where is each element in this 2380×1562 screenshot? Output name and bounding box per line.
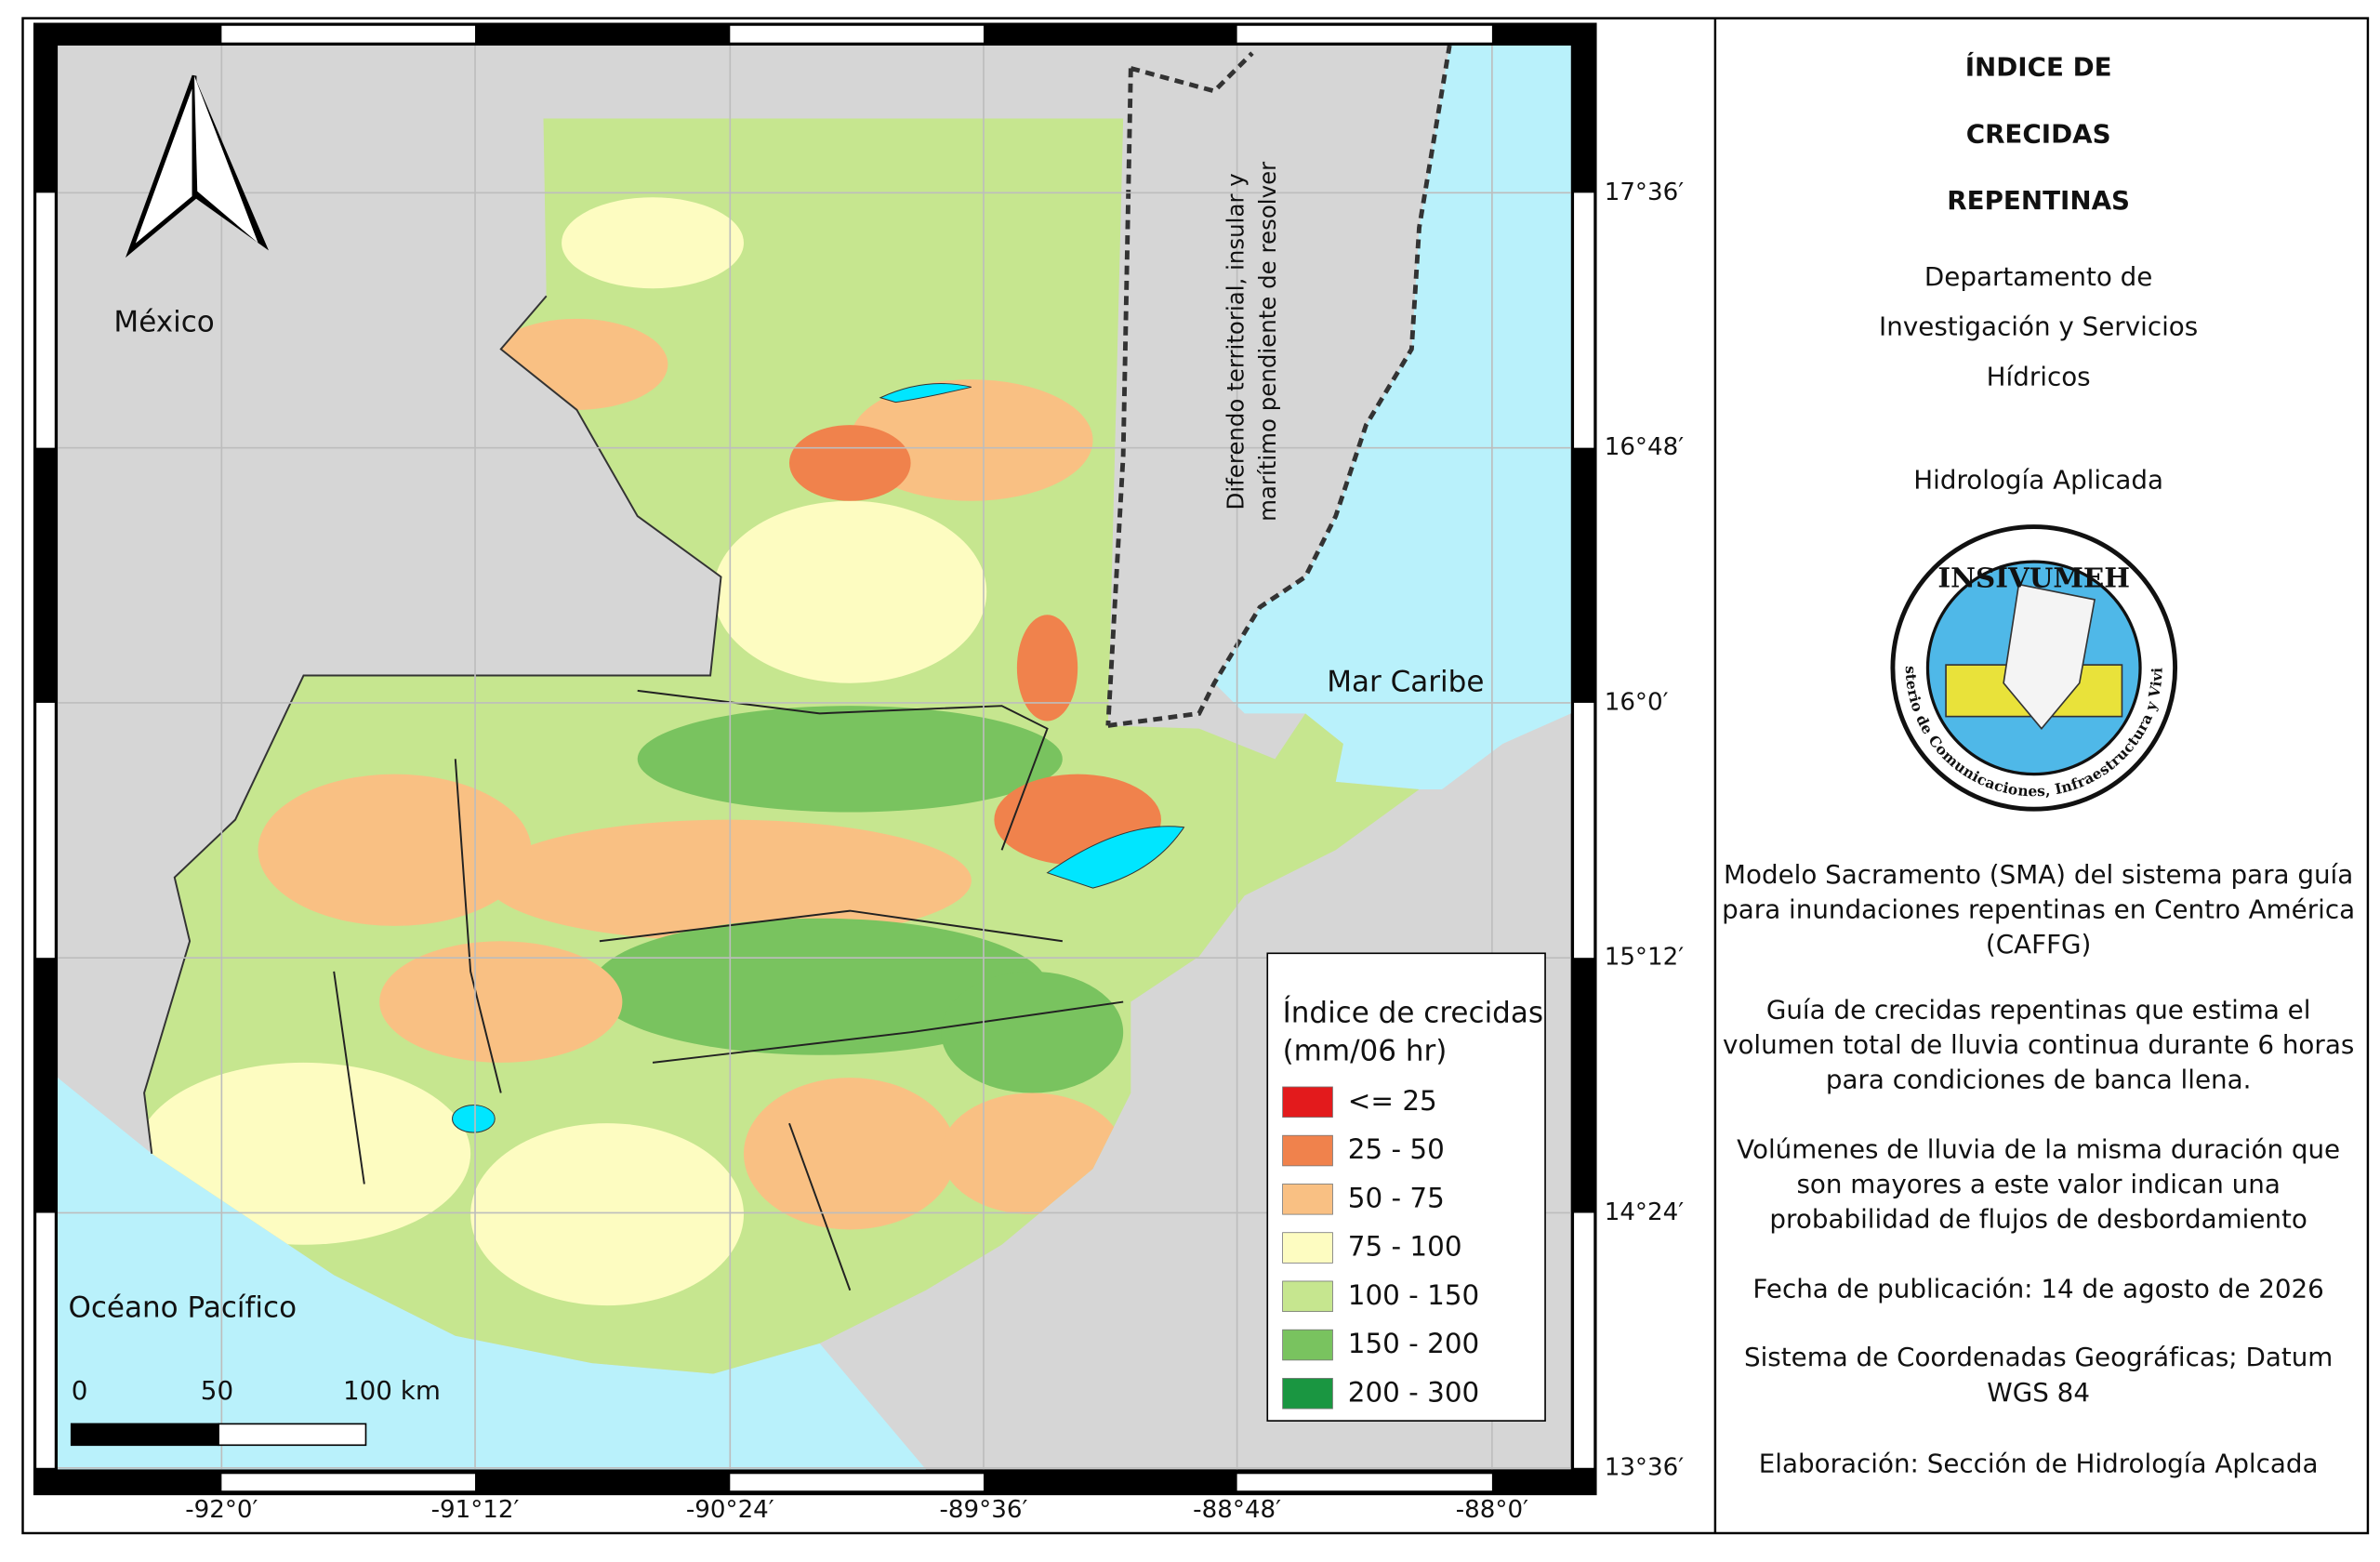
panel-paragraph: probabilidad de flujos de desbordamiento: [1769, 1204, 2307, 1235]
longitude-label: -90°24′: [686, 1496, 774, 1524]
frame-segment: [730, 1474, 984, 1491]
latitude-label: 16°0′: [1605, 688, 1669, 716]
place-label: México: [113, 306, 214, 339]
frame-segment: [1574, 1212, 1594, 1468]
frame-segment: [36, 702, 55, 959]
longitude-label: -92°0′: [185, 1496, 258, 1524]
frame-segment: [36, 1212, 55, 1468]
latitude-label: 13°36′: [1605, 1453, 1685, 1481]
lake-atitlan: [452, 1105, 496, 1133]
frame-segment: [1236, 1474, 1492, 1491]
legend-label: 200 - 300: [1348, 1376, 1479, 1408]
longitude-label: -88°48′: [1193, 1496, 1281, 1524]
map-labels: -92°0′ -91°12′ -90°24′ -89°36′ -88°48′ -88°0′…: [68, 161, 1684, 1524]
border-west: [143, 295, 722, 1154]
legend-swatch: [1282, 1232, 1333, 1264]
legend-label: <= 25: [1348, 1085, 1437, 1117]
legend-swatch: [1282, 1280, 1333, 1313]
legend-label: 50 - 75: [1348, 1182, 1445, 1213]
map-body: [58, 45, 1571, 1470]
panel-section: Hidrología Aplicada: [1913, 465, 2163, 496]
legend-swatch: [1282, 1134, 1333, 1167]
scale-label: 50: [201, 1375, 233, 1406]
lake-izabal: [1046, 826, 1185, 889]
legend-title: (mm/06 hr): [1283, 1034, 1448, 1067]
frame-segment: [221, 1474, 476, 1491]
frame-segment: [36, 192, 55, 448]
frame-segment: [221, 25, 476, 43]
dispute-label: marítimo pendiente de resolver: [1254, 161, 1281, 522]
panel-paragraph: Volúmenes de lluvia de la misma duración…: [1737, 1134, 2340, 1165]
legend: Índice de crecidas (mm/06 hr) <= 25 25 - 50…: [1282, 995, 1543, 1410]
scale-bar-white: [218, 1423, 367, 1447]
frame-segment: [1574, 192, 1594, 448]
panel-title: REPENTINAS: [1947, 185, 2130, 216]
panel-paragraph: Fecha de publicación: 14 de agosto de 20…: [1752, 1274, 2323, 1304]
department-borders: [333, 689, 1124, 1291]
place-label: Mar Caribe: [1327, 666, 1484, 699]
scale-bar-black: [70, 1423, 219, 1447]
legend-swatch: [1282, 1378, 1333, 1410]
panel-department: Investigación y Servicios: [1879, 311, 2198, 342]
legend-swatch: [1282, 1086, 1333, 1119]
latitude-label: 14°24′: [1605, 1198, 1685, 1226]
longitude-label: -88°0′: [1456, 1496, 1528, 1524]
legend-label: 150 - 200: [1348, 1328, 1479, 1359]
logo-name: INSIVUMEH: [1937, 562, 2130, 594]
dispute-label: Diferendo territorial, insular y: [1223, 173, 1250, 510]
legend-label: 75 - 100: [1348, 1231, 1462, 1263]
info-panel: ÍNDICE DE CRECIDAS REPENTINAS Departamento …: [1722, 50, 2355, 1478]
legend-swatch: [1282, 1329, 1333, 1361]
frame-segment: [1236, 25, 1492, 43]
latitude-label: 15°12′: [1605, 944, 1685, 972]
page-border: [21, 17, 2370, 1535]
panel-paragraph: son mayores a este valor indican una: [1796, 1169, 2280, 1199]
panel-paragraph: Elaboración: Sección de Hidrología Aplca…: [1759, 1449, 2319, 1479]
graticule: [58, 45, 1571, 1470]
frame-segments: [36, 25, 1594, 1491]
latitude-label: 17°36′: [1605, 179, 1685, 206]
scale-label: 0: [72, 1375, 88, 1406]
dispute-line: [1105, 45, 1452, 728]
panel-title: ÍNDICE DE: [1965, 50, 2112, 82]
caribbean-sea: [1214, 45, 1571, 789]
panel-paragraph: para condiciones de banca llena.: [1826, 1064, 2252, 1094]
panel-paragraph: WGS 84: [1987, 1377, 2090, 1408]
pacific-ocean: [58, 1078, 926, 1470]
panel-paragraph: volumen total de lluvia continua durante…: [1723, 1029, 2354, 1060]
lake-peten-itza: [879, 383, 972, 404]
scale-label: 100 km: [343, 1375, 441, 1406]
legend-title: Índice de crecidas: [1283, 995, 1543, 1030]
panel-paragraph: (CAFFG): [1986, 929, 2091, 960]
panel-department: Departamento de: [1924, 261, 2152, 292]
legend-label: 25 - 50: [1348, 1133, 1445, 1165]
panel-department: Hídricos: [1987, 362, 2091, 392]
panel-paragraph: Modelo Sacramento (SMA) del sistema para…: [1724, 859, 2353, 890]
panel-paragraph: Guía de crecidas repentinas que estima e…: [1766, 994, 2311, 1025]
legend-swatch: [1282, 1184, 1333, 1215]
frame-segment: [730, 25, 984, 43]
panel-paragraph: para inundaciones repentinas en Centro A…: [1722, 894, 2355, 925]
legend-label: 100 - 150: [1348, 1279, 1479, 1311]
place-label: Océano Pacífico: [68, 1291, 297, 1324]
longitude-label: -89°36′: [940, 1496, 1028, 1524]
panel-paragraph: Sistema de Coordenadas Geográficas; Datu…: [1744, 1342, 2333, 1372]
longitude-label: -91°12′: [431, 1496, 520, 1524]
latitude-label: 16°48′: [1605, 433, 1685, 461]
panel-title: CRECIDAS: [1966, 118, 2111, 149]
frame-segment: [1574, 702, 1594, 959]
